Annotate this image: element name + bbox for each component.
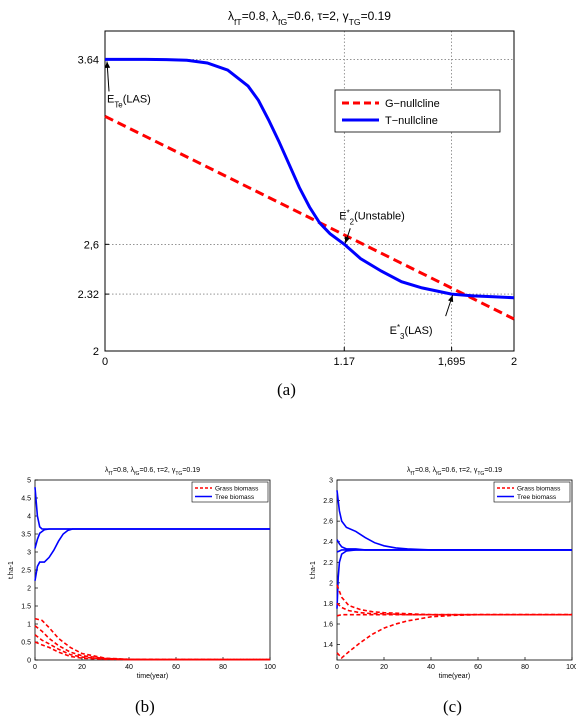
chart-b-series-grass (34, 634, 270, 661)
chart-c-legend-label: Grass biomass (517, 486, 561, 493)
chart-a-xtick-label: 1.17 (334, 356, 355, 368)
chart-b-ytick-label: 1.5 (21, 604, 31, 611)
chart-a-ytick-label: 2 (93, 346, 99, 358)
chart-c-xtick-label: 100 (566, 664, 576, 671)
chart-b-legend-label: Grass biomass (215, 486, 259, 493)
chart-a-annotation-arrowhead (448, 295, 454, 303)
chart-a: λfT=0.8, λfG=0.6, τ=2, γTG=0.19 0 1.17 1,69… (78, 9, 517, 368)
caption-a: (a) (277, 380, 296, 399)
chart-b-ytick-label: 1 (27, 622, 31, 629)
chart-b-xtick-label: 0 (33, 664, 37, 671)
chart-b-axes-box (34, 479, 271, 661)
chart-a-legend-label: G−nullcline (385, 98, 440, 110)
chart-b-series-grass (34, 641, 270, 661)
chart-b-ytick-label: 4.5 (21, 496, 31, 503)
chart-b-series-tree (34, 528, 270, 549)
chart-b-xtick-label: 20 (78, 664, 86, 671)
chart-c-series-grass (336, 613, 572, 617)
chart-c-ytick-label: 2.8 (323, 498, 333, 505)
chart-b-ytick-label: 3 (27, 550, 31, 557)
caption-c: (c) (443, 697, 462, 716)
chart-c-axes-box (336, 479, 573, 661)
chart-c-ytick-label: 2.6 (323, 519, 333, 526)
chart-c-xlabel: time(year) (439, 673, 471, 680)
chart-a-title: λfT=0.8, λfG=0.6, τ=2, γTG=0.19 (228, 9, 391, 27)
chart-c-xtick-label: 60 (474, 664, 482, 671)
chart-a-annotation-arrowhead (104, 61, 111, 69)
chart-a-annotation-label: ETe(LAS) (107, 93, 151, 109)
chart-b-xtick-label: 100 (264, 664, 276, 671)
chart-c-title: λfT=0.8, λfG=0.6, τ=2, γTG=0.19 (407, 467, 502, 477)
chart-c-xtick-label: 40 (427, 664, 435, 671)
chart-a-axes-box (104, 30, 515, 352)
chart-b-ytick-label: 4 (27, 514, 31, 521)
chart-b-ytick-label: 2.5 (21, 568, 31, 575)
chart-c-xtick-label: 20 (380, 664, 388, 671)
chart-b-series-grass (34, 617, 270, 661)
chart-c-ytick-label: 2 (329, 580, 333, 587)
chart-c-ytick-label: 2.2 (323, 560, 333, 567)
chart-a-legend-label: T−nullcline (385, 115, 438, 127)
chart-c-series-grass (336, 602, 572, 616)
chart-b-ylabel: t.ha-1 (8, 561, 15, 579)
chart-a-ytick-label: 2.32 (78, 289, 99, 301)
chart-c-ytick-label: 1.4 (323, 642, 333, 649)
chart-b-ytick-label: 2 (27, 586, 31, 593)
chart-a-annotation-arrowhead (344, 236, 350, 244)
chart-c-ytick-label: 3 (329, 478, 333, 485)
chart-c-xtick-label: 0 (335, 664, 339, 671)
chart-b-ytick-label: 0.5 (21, 640, 31, 647)
chart-b-ytick-label: 5 (27, 478, 31, 485)
chart-a-series-g-nullcline (104, 114, 515, 321)
chart-a-xtick-label: 2 (511, 356, 517, 368)
chart-c-ytick-label: 1.8 (323, 601, 333, 608)
chart-a-xtick-label: 1,695 (438, 356, 466, 368)
chart-c-series-tree (336, 490, 572, 551)
chart-c-series-tree (336, 549, 572, 609)
chart-a-ytick-label: 2,6 (84, 239, 99, 251)
chart-b-ytick-label: 3.5 (21, 532, 31, 539)
chart-c-ytick-label: 1.6 (323, 622, 333, 629)
chart-b-xlabel: time(year) (137, 673, 169, 680)
chart-b-xtick-label: 40 (125, 664, 133, 671)
chart-b-legend-label: Tree biomass (215, 494, 255, 501)
chart-c-ytick-label: 2.4 (323, 539, 333, 546)
chart-c-legend-label: Tree biomass (517, 494, 557, 501)
chart-b-series-tree (34, 528, 270, 581)
chart-c-xtick-label: 80 (521, 664, 529, 671)
chart-b-xtick-label: 60 (172, 664, 180, 671)
chart-a-annotation-label: E*2(Unstable) (339, 208, 405, 226)
chart-c: λfT=0.8, λfG=0.6, τ=2, γTG=0.19 0 20 40 60 80… (310, 467, 576, 680)
chart-a-annotation-label: E*3(LAS) (390, 323, 433, 341)
chart-c-ylabel: t.ha-1 (310, 561, 317, 579)
chart-b: λfT=0.8, λfG=0.6, τ=2, γTG=0.190 20 40 60 80… (8, 467, 276, 680)
chart-b-ytick-label: 0 (27, 658, 31, 665)
chart-c-series-grass (336, 584, 572, 616)
chart-a-ytick-label: 3.64 (78, 54, 99, 66)
chart-a-xtick-label: 0 (102, 356, 108, 368)
chart-a-series-t-nullcline (105, 57, 515, 300)
chart-c-series-grass (336, 613, 572, 660)
caption-b: (b) (135, 697, 155, 716)
chart-b-xtick-label: 80 (219, 664, 227, 671)
chart-a-legend-box (334, 89, 501, 133)
chart-b-title: λfT=0.8, λfG=0.6, τ=2, γTG=0.19 (105, 467, 200, 477)
